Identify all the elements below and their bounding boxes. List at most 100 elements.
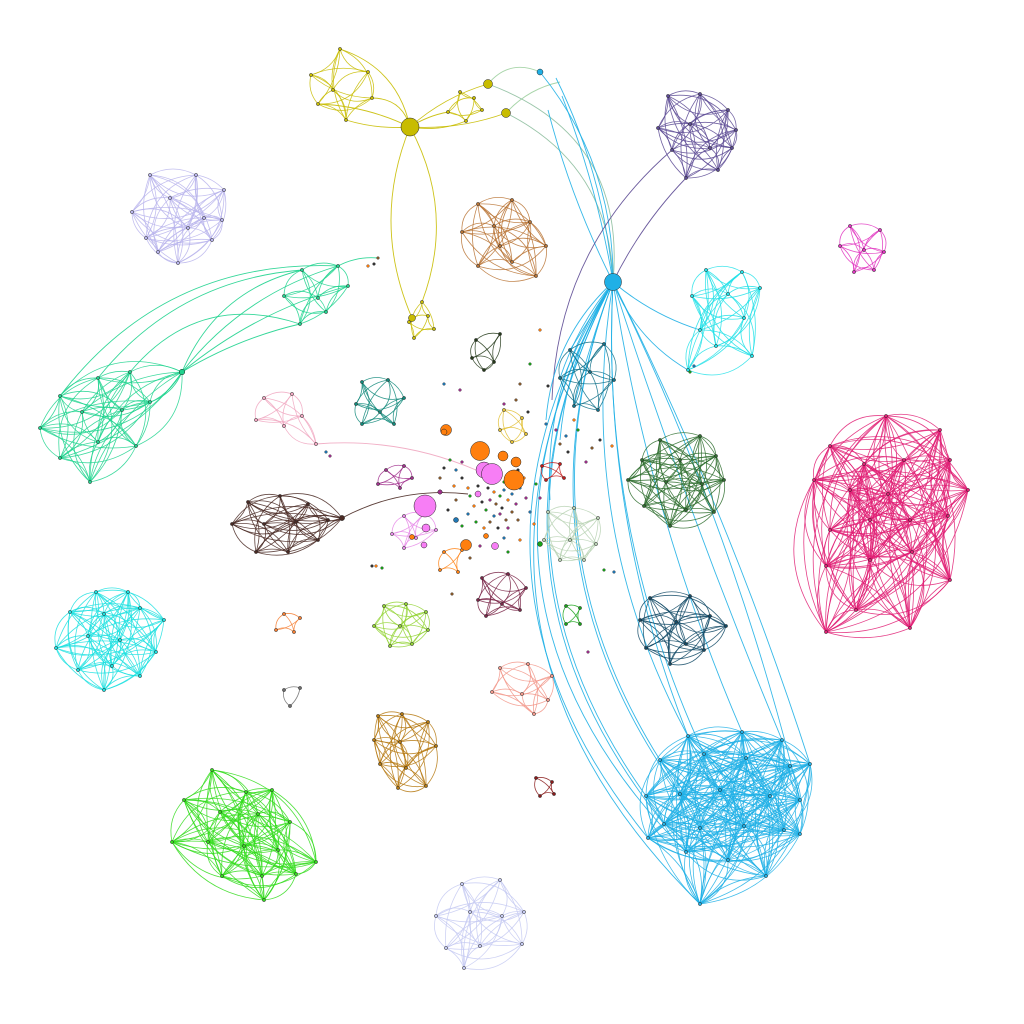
edge <box>283 265 339 297</box>
edge <box>379 763 427 788</box>
edge <box>627 479 687 511</box>
edge <box>283 689 291 707</box>
edge <box>405 603 427 613</box>
edge <box>499 426 527 435</box>
edge <box>668 621 677 665</box>
node <box>730 146 734 150</box>
edge <box>863 459 951 477</box>
edge <box>139 607 152 677</box>
edge <box>131 211 179 264</box>
edge <box>849 225 875 271</box>
edge <box>461 883 482 947</box>
edge <box>547 505 575 513</box>
edge <box>527 663 549 701</box>
small-node <box>472 504 476 508</box>
node <box>316 102 320 106</box>
edge <box>355 381 363 405</box>
node <box>658 758 662 762</box>
bridge-edge <box>561 95 614 283</box>
edge <box>477 196 513 205</box>
edge <box>645 790 745 827</box>
edge <box>829 529 951 581</box>
edge <box>254 397 265 421</box>
node <box>664 480 668 484</box>
edge <box>261 861 317 877</box>
edge <box>245 791 297 875</box>
edge <box>69 611 121 641</box>
edge <box>131 197 171 213</box>
edge <box>534 777 541 797</box>
node <box>134 444 138 448</box>
edge <box>502 409 513 443</box>
small-node <box>510 510 514 514</box>
node <box>474 338 478 342</box>
edge <box>317 103 347 121</box>
edge <box>177 217 205 264</box>
edge <box>471 355 495 363</box>
bridge-edge <box>612 281 743 733</box>
edge <box>149 168 197 176</box>
community-brown <box>461 196 547 282</box>
edge <box>207 841 279 854</box>
edge <box>675 621 705 651</box>
edge <box>649 597 687 645</box>
node <box>594 542 598 546</box>
edge <box>477 203 547 247</box>
edge <box>379 761 407 769</box>
node <box>648 596 652 600</box>
edge <box>565 621 581 625</box>
node <box>698 826 702 830</box>
node <box>126 590 130 594</box>
node <box>734 128 738 132</box>
bridge-edge <box>548 281 647 797</box>
node <box>742 824 746 828</box>
node <box>458 90 462 94</box>
edge <box>685 147 733 179</box>
edge <box>129 371 147 447</box>
edge <box>887 493 914 629</box>
node <box>446 110 450 114</box>
edge <box>373 611 427 630</box>
edge <box>689 595 711 617</box>
community-edges <box>39 48 969 970</box>
small-node <box>566 450 570 454</box>
edge <box>477 203 537 277</box>
edge <box>813 479 951 581</box>
small-node <box>506 526 510 530</box>
edge <box>691 271 743 297</box>
edge <box>869 515 949 561</box>
edge <box>58 395 91 483</box>
edge <box>829 489 969 534</box>
node <box>742 316 746 320</box>
node <box>558 376 562 380</box>
node <box>668 524 672 528</box>
edge <box>439 567 459 573</box>
edge <box>491 667 501 693</box>
edge <box>171 841 265 901</box>
edge <box>59 411 84 459</box>
node <box>434 744 438 748</box>
edge <box>469 909 503 917</box>
node <box>868 518 872 522</box>
edge <box>499 667 549 701</box>
edge <box>569 341 605 351</box>
edge <box>649 591 691 599</box>
edge <box>499 417 523 431</box>
node <box>540 464 544 468</box>
edge <box>685 508 715 513</box>
edge <box>219 811 297 875</box>
edge <box>413 315 429 339</box>
edge <box>589 371 615 381</box>
node <box>670 148 674 152</box>
node <box>656 126 660 130</box>
edge <box>685 851 767 881</box>
node <box>470 356 474 360</box>
edge <box>898 459 911 521</box>
edge <box>687 345 717 371</box>
small-node <box>466 486 470 490</box>
edge <box>657 127 737 143</box>
edge <box>282 393 293 427</box>
edge <box>909 519 951 581</box>
community-ochre <box>373 711 438 793</box>
edge <box>135 401 151 447</box>
